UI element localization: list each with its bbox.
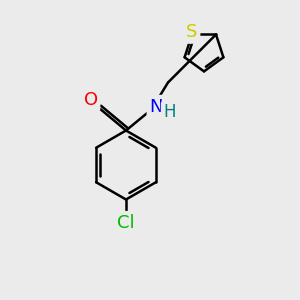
- Text: O: O: [83, 91, 98, 109]
- Text: S: S: [186, 23, 198, 41]
- Text: H: H: [163, 103, 176, 122]
- Text: Cl: Cl: [117, 214, 135, 232]
- Text: N: N: [149, 98, 163, 116]
